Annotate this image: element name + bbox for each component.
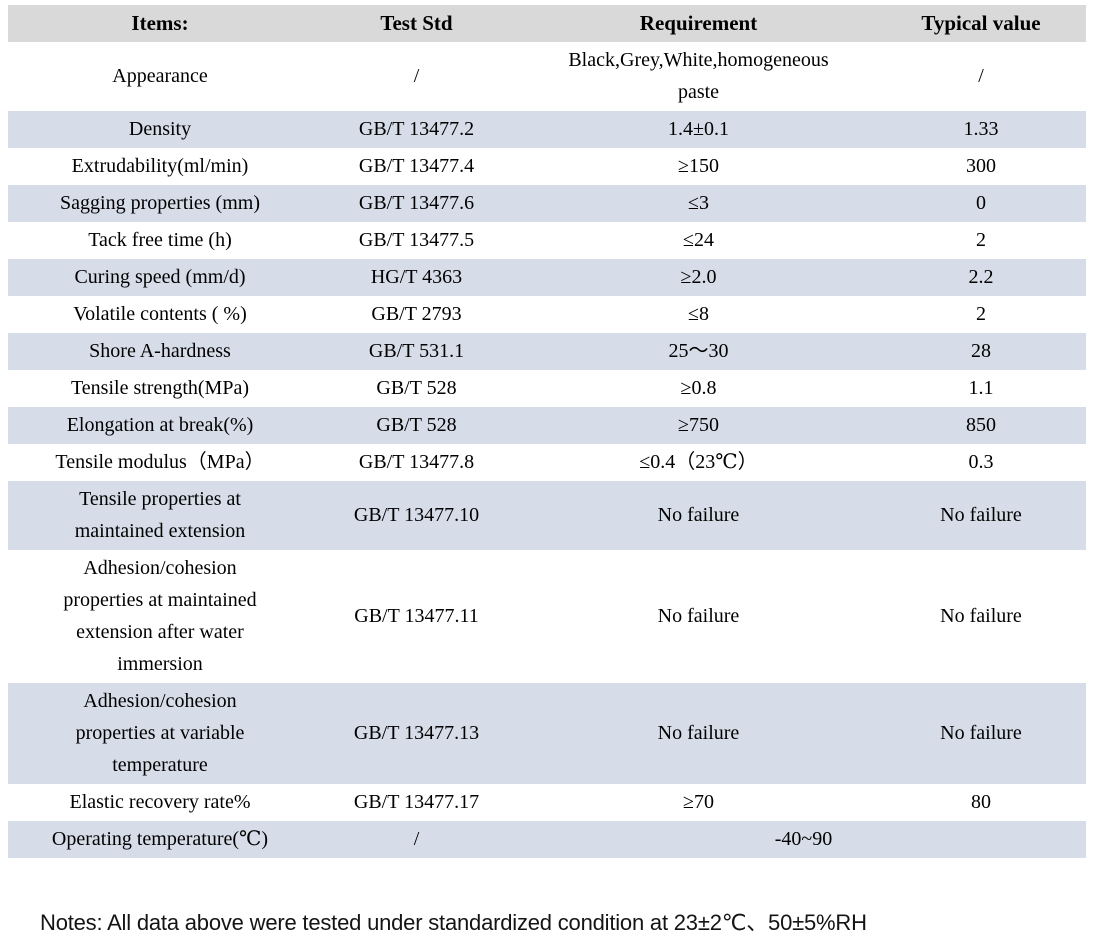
cell-typical-value: 2 bbox=[976, 229, 986, 251]
table-row: Appearance / Black,Grey,White,homogeneou… bbox=[8, 42, 1086, 111]
cell-requirement: ≥150 bbox=[678, 155, 719, 177]
cell-requirement: ≤8 bbox=[688, 303, 709, 325]
table-row: Adhesion/cohesion properties at variable… bbox=[8, 683, 1086, 784]
cell-typical-value: 1.33 bbox=[876, 111, 1086, 148]
table-row: Tensile properties at maintained extensi… bbox=[8, 481, 1086, 550]
cell-test-std: GB/T 13477.8 bbox=[358, 451, 475, 473]
cell-test-std: GB/T 13477.11 bbox=[354, 605, 479, 627]
cell-requirement: No failure bbox=[521, 683, 876, 784]
cell-typical-value: / bbox=[978, 65, 984, 87]
cell-item: Extrudability(ml/min) bbox=[71, 155, 249, 177]
table-row: Tensile strength(MPa) GB/T 528 ≥0.8 1.1 bbox=[8, 370, 1086, 407]
cell-requirement: ≥0.8 bbox=[680, 377, 717, 399]
cell-requirement: ≥70 bbox=[683, 791, 714, 813]
table-row: Curing speed (mm/d) HG/T 4363 ≥2.0 2.2 bbox=[8, 259, 1086, 296]
cell-item: Adhesion/cohesion properties at variable… bbox=[8, 683, 312, 784]
cell-requirement-typical-merged: -40~90 bbox=[521, 821, 1086, 858]
cell-test-std: GB/T 13477.13 bbox=[312, 683, 521, 784]
cell-requirement: 25～30 bbox=[521, 333, 876, 370]
table-row: Volatile contents ( %) GB/T 2793 ≤8 2 bbox=[8, 296, 1086, 333]
cell-item: Curing speed (mm/d) bbox=[8, 259, 312, 296]
cell-test-std: GB/T 13477.17 bbox=[353, 791, 480, 813]
notes-text: Notes: All data above were tested under … bbox=[40, 910, 867, 935]
header-row: Items: Test Std Requirement Typical valu… bbox=[8, 5, 1086, 42]
column-header-typical-value: Typical value bbox=[876, 5, 1086, 42]
cell-requirement: No failure bbox=[521, 481, 876, 550]
cell-test-std: / bbox=[312, 821, 521, 858]
cell-item: Sagging properties (mm) bbox=[8, 185, 312, 222]
cell-item: Adhesion/cohesion properties at maintain… bbox=[63, 557, 257, 675]
cell-requirement: ≤3 bbox=[521, 185, 876, 222]
cell-requirement: Black,Grey,White,homogeneous paste bbox=[568, 49, 829, 103]
cell-typical-value: No failure bbox=[876, 481, 1086, 550]
cell-requirement: ≥750 bbox=[521, 407, 876, 444]
cell-test-std: GB/T 13477.5 bbox=[358, 229, 475, 251]
table-row: Density GB/T 13477.2 1.4±0.1 1.33 bbox=[8, 111, 1086, 148]
cell-typical-value: 0.3 bbox=[968, 451, 994, 473]
cell-test-std: GB/T 13477.4 bbox=[358, 155, 475, 177]
cell-test-std: GB/T 13477.2 bbox=[312, 111, 521, 148]
cell-test-std: GB/T 531.1 bbox=[312, 333, 521, 370]
cell-requirement: ≥2.0 bbox=[521, 259, 876, 296]
cell-item: Tensile modulus（MPa） bbox=[55, 451, 265, 473]
cell-typical-value: 850 bbox=[876, 407, 1086, 444]
cell-test-std: GB/T 528 bbox=[312, 407, 521, 444]
cell-requirement: ≤0.4（23℃） bbox=[639, 451, 758, 473]
cell-item: Operating temperature(℃) bbox=[8, 821, 312, 858]
table-row: Extrudability(ml/min) GB/T 13477.4 ≥150 … bbox=[8, 148, 1086, 185]
cell-typical-value: 28 bbox=[876, 333, 1086, 370]
cell-item: Volatile contents ( %) bbox=[73, 303, 247, 325]
cell-test-std: GB/T 528 bbox=[376, 377, 457, 399]
cell-item: Tack free time (h) bbox=[88, 229, 232, 251]
cell-item: Elastic recovery rate% bbox=[69, 791, 251, 813]
cell-typical-value: No failure bbox=[940, 605, 1022, 627]
table-row: Adhesion/cohesion properties at maintain… bbox=[8, 550, 1086, 683]
table-row: Operating temperature(℃) / -40~90 bbox=[8, 821, 1086, 858]
cell-typical-value: 300 bbox=[966, 155, 996, 177]
spec-table: Items: Test Std Requirement Typical valu… bbox=[8, 5, 1086, 858]
column-header-items: Items: bbox=[8, 5, 312, 42]
cell-test-std: GB/T 2793 bbox=[371, 303, 462, 325]
cell-test-std: / bbox=[413, 65, 420, 87]
cell-item: Tensile properties at maintained extensi… bbox=[8, 481, 312, 550]
cell-typical-value: No failure bbox=[876, 683, 1086, 784]
cell-item: Elongation at break(%) bbox=[8, 407, 312, 444]
cell-typical-value: 80 bbox=[971, 791, 991, 813]
cell-typical-value: 1.1 bbox=[968, 377, 994, 399]
cell-typical-value: 2 bbox=[976, 303, 986, 325]
cell-test-std: GB/T 13477.10 bbox=[312, 481, 521, 550]
table-row: Tack free time (h) GB/T 13477.5 ≤24 2 bbox=[8, 222, 1086, 259]
cell-item: Shore A-hardness bbox=[8, 333, 312, 370]
cell-item: Density bbox=[8, 111, 312, 148]
cell-typical-value: 0 bbox=[876, 185, 1086, 222]
cell-test-std: HG/T 4363 bbox=[312, 259, 521, 296]
table-row: Elastic recovery rate% GB/T 13477.17 ≥70… bbox=[8, 784, 1086, 821]
table-row: Shore A-hardness GB/T 531.1 25～30 28 bbox=[8, 333, 1086, 370]
column-header-requirement: Requirement bbox=[521, 5, 876, 42]
cell-item: Tensile strength(MPa) bbox=[70, 377, 249, 399]
cell-typical-value: 2.2 bbox=[876, 259, 1086, 296]
table-row: Elongation at break(%) GB/T 528 ≥750 850 bbox=[8, 407, 1086, 444]
cell-requirement: No failure bbox=[657, 605, 740, 627]
cell-test-std: GB/T 13477.6 bbox=[312, 185, 521, 222]
table-row: Sagging properties (mm) GB/T 13477.6 ≤3 … bbox=[8, 185, 1086, 222]
cell-item: Appearance bbox=[112, 65, 208, 87]
cell-requirement: ≤24 bbox=[683, 229, 714, 251]
cell-requirement: 1.4±0.1 bbox=[521, 111, 876, 148]
table-row: Tensile modulus（MPa） GB/T 13477.8 ≤0.4（2… bbox=[8, 444, 1086, 481]
column-header-test-std: Test Std bbox=[312, 5, 521, 42]
